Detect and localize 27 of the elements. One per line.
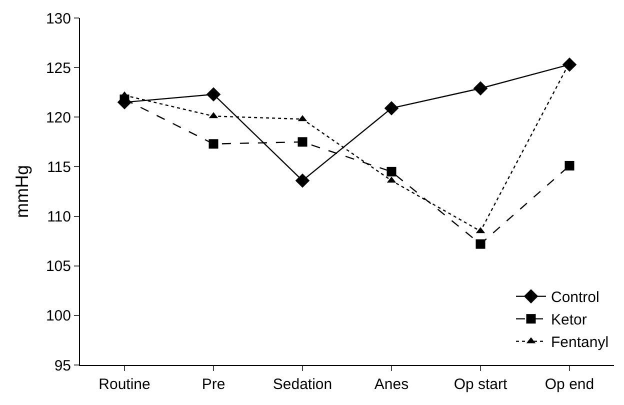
x-tick-label: Anes (374, 376, 409, 393)
y-tick-label: 115 (47, 158, 71, 176)
point (298, 137, 308, 147)
y-tick-label: 105 (46, 258, 71, 276)
legend-label: Fentanyl (551, 334, 609, 352)
x-tick-label: Routine (98, 376, 150, 393)
x-tick-label: Op start (454, 376, 508, 393)
y-tick-label: 100 (46, 308, 71, 325)
legend-label: Ketor (551, 312, 587, 329)
point (295, 173, 310, 188)
legend-label: Control (551, 289, 600, 306)
point (384, 101, 399, 116)
point (386, 166, 396, 176)
point (208, 139, 218, 149)
y-axis-title: mmHg (12, 165, 32, 218)
x-tick-label: Pre (202, 376, 226, 393)
y-tick-label: 95 (54, 357, 71, 374)
x-tick-label: Op end (544, 376, 594, 393)
y-tick-label: 120 (46, 109, 71, 126)
point (473, 81, 488, 96)
x-tick-label: Sedation (272, 376, 332, 393)
y-tick-label: 130 (46, 10, 71, 28)
y-tick-label: 125 (46, 60, 71, 77)
y-tick-label: 110 (47, 208, 71, 226)
point (564, 160, 574, 170)
point (476, 239, 486, 249)
point (206, 87, 221, 102)
